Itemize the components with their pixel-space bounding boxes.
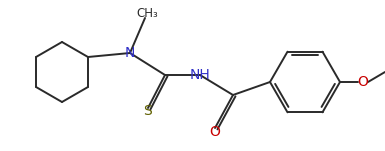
Text: CH₃: CH₃ [136, 7, 158, 20]
Text: N: N [125, 46, 135, 60]
Text: O: O [209, 125, 221, 139]
Text: NH: NH [190, 68, 210, 82]
Text: S: S [143, 104, 152, 118]
Text: O: O [358, 75, 368, 89]
